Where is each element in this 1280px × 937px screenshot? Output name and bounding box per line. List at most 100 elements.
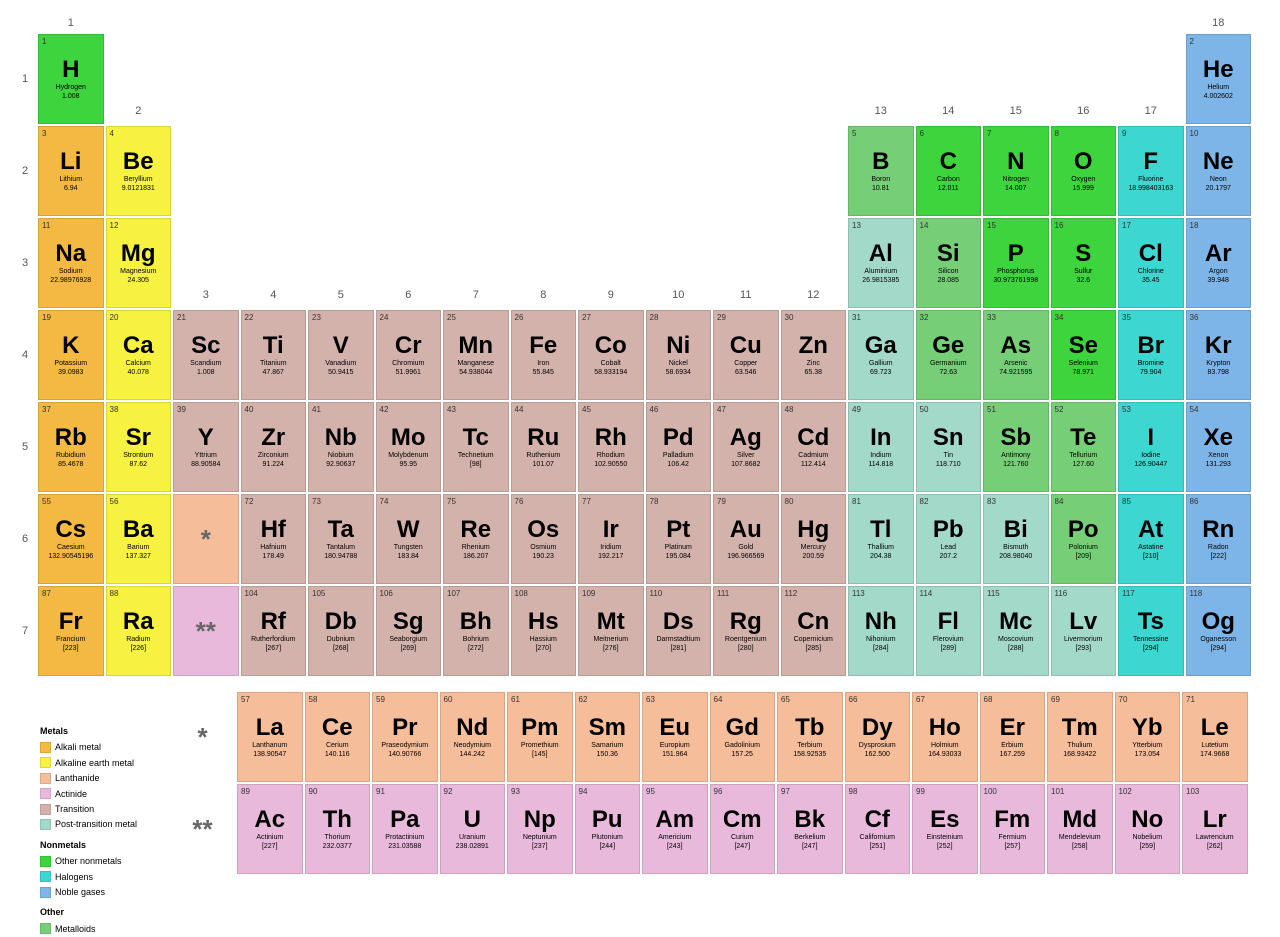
element-symbol: Pa xyxy=(390,808,419,832)
element-Ar: 18ArArgon39.948 xyxy=(1186,218,1252,308)
atomic-number: 38 xyxy=(110,405,119,414)
element-symbol: Na xyxy=(55,242,86,266)
element-symbol: U xyxy=(464,808,481,832)
element-name: Lutetium xyxy=(1201,742,1228,749)
element-name: Iron xyxy=(537,360,549,367)
atomic-mass: [227] xyxy=(262,843,278,850)
atomic-mass: [244] xyxy=(599,843,615,850)
atomic-mass: 180.94788 xyxy=(324,553,357,560)
atomic-number: 9 xyxy=(1122,129,1126,138)
atomic-number: 2 xyxy=(1190,37,1194,46)
legend-metals-header: Metals xyxy=(40,724,137,738)
element-symbol: N xyxy=(1007,150,1024,174)
element-Rn: 86RnRadon[222] xyxy=(1186,494,1252,584)
element-name: Tungsten xyxy=(394,544,423,551)
element-symbol: Ta xyxy=(328,518,354,542)
element-symbol: Am xyxy=(655,808,694,832)
atomic-number: 50 xyxy=(920,405,929,414)
legend-item: Other nonmetals xyxy=(40,854,137,868)
atomic-number: 61 xyxy=(511,695,520,704)
legend-item: Transition xyxy=(40,802,137,816)
atomic-number: 7 xyxy=(987,129,991,138)
element-name: Tin xyxy=(944,452,953,459)
element-symbol: Ba xyxy=(123,518,154,542)
element-name: Bromine xyxy=(1138,360,1164,367)
element-Br: 35BrBromine79.904 xyxy=(1118,310,1184,400)
element-symbol: Ts xyxy=(1138,610,1164,634)
element-name: Silver xyxy=(737,452,755,459)
element-name: Radon xyxy=(1208,544,1229,551)
atomic-mass: 1.008 xyxy=(197,369,215,376)
element-H: 1HHydrogen1.008 xyxy=(38,34,104,124)
element-symbol: Br xyxy=(1137,334,1164,358)
element-name: Terbium xyxy=(797,742,822,749)
element-symbol: Mn xyxy=(458,334,493,358)
act-marker: ** xyxy=(173,586,239,676)
atomic-number: 77 xyxy=(582,497,591,506)
atomic-number: 32 xyxy=(920,313,929,322)
atomic-mass: 101.07 xyxy=(533,461,554,468)
group-number: 17 xyxy=(1118,102,1184,120)
element-symbol: Pu xyxy=(592,808,623,832)
element-symbol: V xyxy=(333,334,349,358)
element-symbol: Sc xyxy=(191,334,220,358)
atomic-number: 34 xyxy=(1055,313,1064,322)
element-name: Lawrencium xyxy=(1196,834,1234,841)
atomic-mass: 28.085 xyxy=(938,277,959,284)
element-symbol: Pr xyxy=(392,716,417,740)
legend-nonmetals-header: Nonmetals xyxy=(40,838,137,852)
element-Pa: 91PaProtactinium231.03588 xyxy=(372,784,438,874)
atomic-mass: 173.054 xyxy=(1135,751,1160,758)
atomic-number: 24 xyxy=(380,313,389,322)
element-symbol: Zr xyxy=(261,426,285,450)
element-name: Ytterbium xyxy=(1132,742,1162,749)
atomic-number: 57 xyxy=(241,695,250,704)
element-name: Tellurium xyxy=(1069,452,1097,459)
element-name: Tantalum xyxy=(327,544,355,551)
atomic-mass: 32.6 xyxy=(1076,277,1090,284)
element-Nd: 60NdNeodymium144.242 xyxy=(440,692,506,782)
element-name: Iodine xyxy=(1141,452,1160,459)
atomic-number: 13 xyxy=(852,221,861,230)
atomic-mass: [284] xyxy=(873,645,889,652)
element-name: Moscovium xyxy=(998,636,1033,643)
element-name: Niobium xyxy=(328,452,354,459)
element-Bk: 97BkBerkelium[247] xyxy=(777,784,843,874)
element-symbol: La xyxy=(256,716,284,740)
atomic-number: 83 xyxy=(987,497,996,506)
element-symbol: Rf xyxy=(261,610,286,634)
element-Db: 105DbDubnium[268] xyxy=(308,586,374,676)
element-Hf: 72HfHafnium178.49 xyxy=(241,494,307,584)
element-symbol: Nb xyxy=(325,426,357,450)
element-name: Einsteinium xyxy=(927,834,963,841)
element-Ts: 117TsTennessine[294] xyxy=(1118,586,1184,676)
atomic-number: 30 xyxy=(785,313,794,322)
element-Cd: 48CdCadmium112.414 xyxy=(781,402,847,492)
element-symbol: Ru xyxy=(527,426,559,450)
atomic-number: 115 xyxy=(987,589,1000,598)
element-Tl: 81TlThallium204.38 xyxy=(848,494,914,584)
element-Ba: 56BaBarium137.327 xyxy=(106,494,172,584)
element-name: Fluorine xyxy=(1138,176,1163,183)
element-Sr: 38SrStrontium87.62 xyxy=(106,402,172,492)
element-I: 53IIodine126.90447 xyxy=(1118,402,1184,492)
period-number: 1 xyxy=(14,34,36,124)
atomic-mass: 200.59 xyxy=(803,553,824,560)
element-Pt: 78PtPlatinum195.084 xyxy=(646,494,712,584)
element-name: Dubnium xyxy=(327,636,355,643)
atomic-mass: [226] xyxy=(130,645,146,652)
element-symbol: Nd xyxy=(456,716,488,740)
atomic-number: 15 xyxy=(987,221,996,230)
element-symbol: Hf xyxy=(261,518,286,542)
element-name: Berkelium xyxy=(794,834,825,841)
atomic-number: 95 xyxy=(646,787,655,796)
element-Ra: 88RaRadium[226] xyxy=(106,586,172,676)
element-symbol: Cf xyxy=(865,808,890,832)
element-Th: 90ThThorium232.0377 xyxy=(305,784,371,874)
element-symbol: Os xyxy=(527,518,559,542)
atomic-number: 28 xyxy=(650,313,659,322)
atomic-mass: [222] xyxy=(1210,553,1226,560)
element-La: 57LaLanthanum138.90547 xyxy=(237,692,303,782)
atomic-mass: [267] xyxy=(265,645,281,652)
atomic-mass: 151.964 xyxy=(662,751,687,758)
